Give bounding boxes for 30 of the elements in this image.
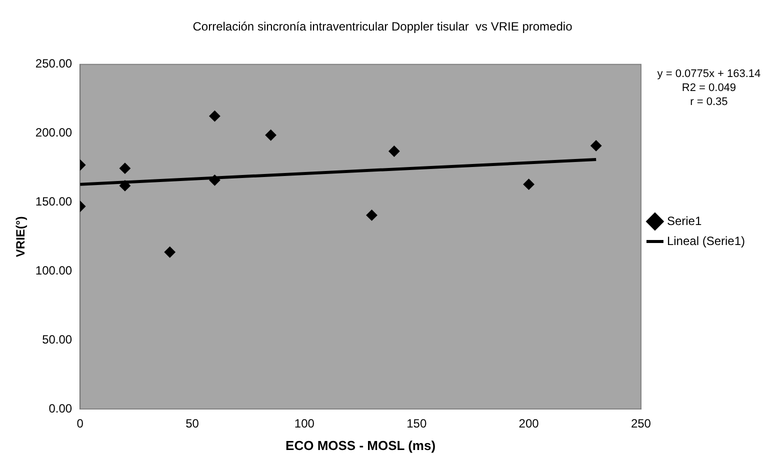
point [366, 210, 378, 221]
text: y = 0.0775x + 163.14 [657, 68, 761, 80]
point [523, 178, 534, 190]
point [209, 174, 220, 186]
y-tick-label: 100.00 [35, 263, 72, 278]
point [119, 180, 130, 192]
x-tick-label: 100 [294, 416, 315, 431]
text: R2 = 0.049 [682, 82, 736, 94]
x-axis-title: ECO MOSS - MOSL (ms) [286, 438, 436, 453]
point [265, 130, 276, 141]
chart-title: Correlación sincronía intraventricular Doppler tisular vs VRIE promedio [192, 20, 573, 34]
text: r = 0.35 [690, 96, 728, 108]
y-tick-label: 0.00 [48, 401, 72, 416]
point [209, 110, 220, 122]
legend-label: Serie1 [666, 214, 702, 228]
x-tick-label: 50 [186, 416, 200, 431]
x-tick-label: 200 [518, 416, 540, 431]
y-tick-label: 250.00 [35, 56, 72, 71]
x-tick-label: 150 [406, 416, 427, 431]
x-tick-label: 250 [630, 416, 652, 431]
x-tick-label: 0 [76, 416, 84, 431]
y-tick-label: 150.00 [35, 194, 72, 209]
point [164, 246, 176, 258]
y-axis-title: VRIE(°) [14, 216, 28, 258]
y-tick-label: 50.00 [42, 332, 72, 346]
point [388, 146, 400, 157]
point [119, 162, 130, 174]
legend-label: Lineal (Serie1) [666, 234, 746, 248]
point [590, 140, 602, 152]
y-tick-label: 200.00 [35, 126, 72, 140]
